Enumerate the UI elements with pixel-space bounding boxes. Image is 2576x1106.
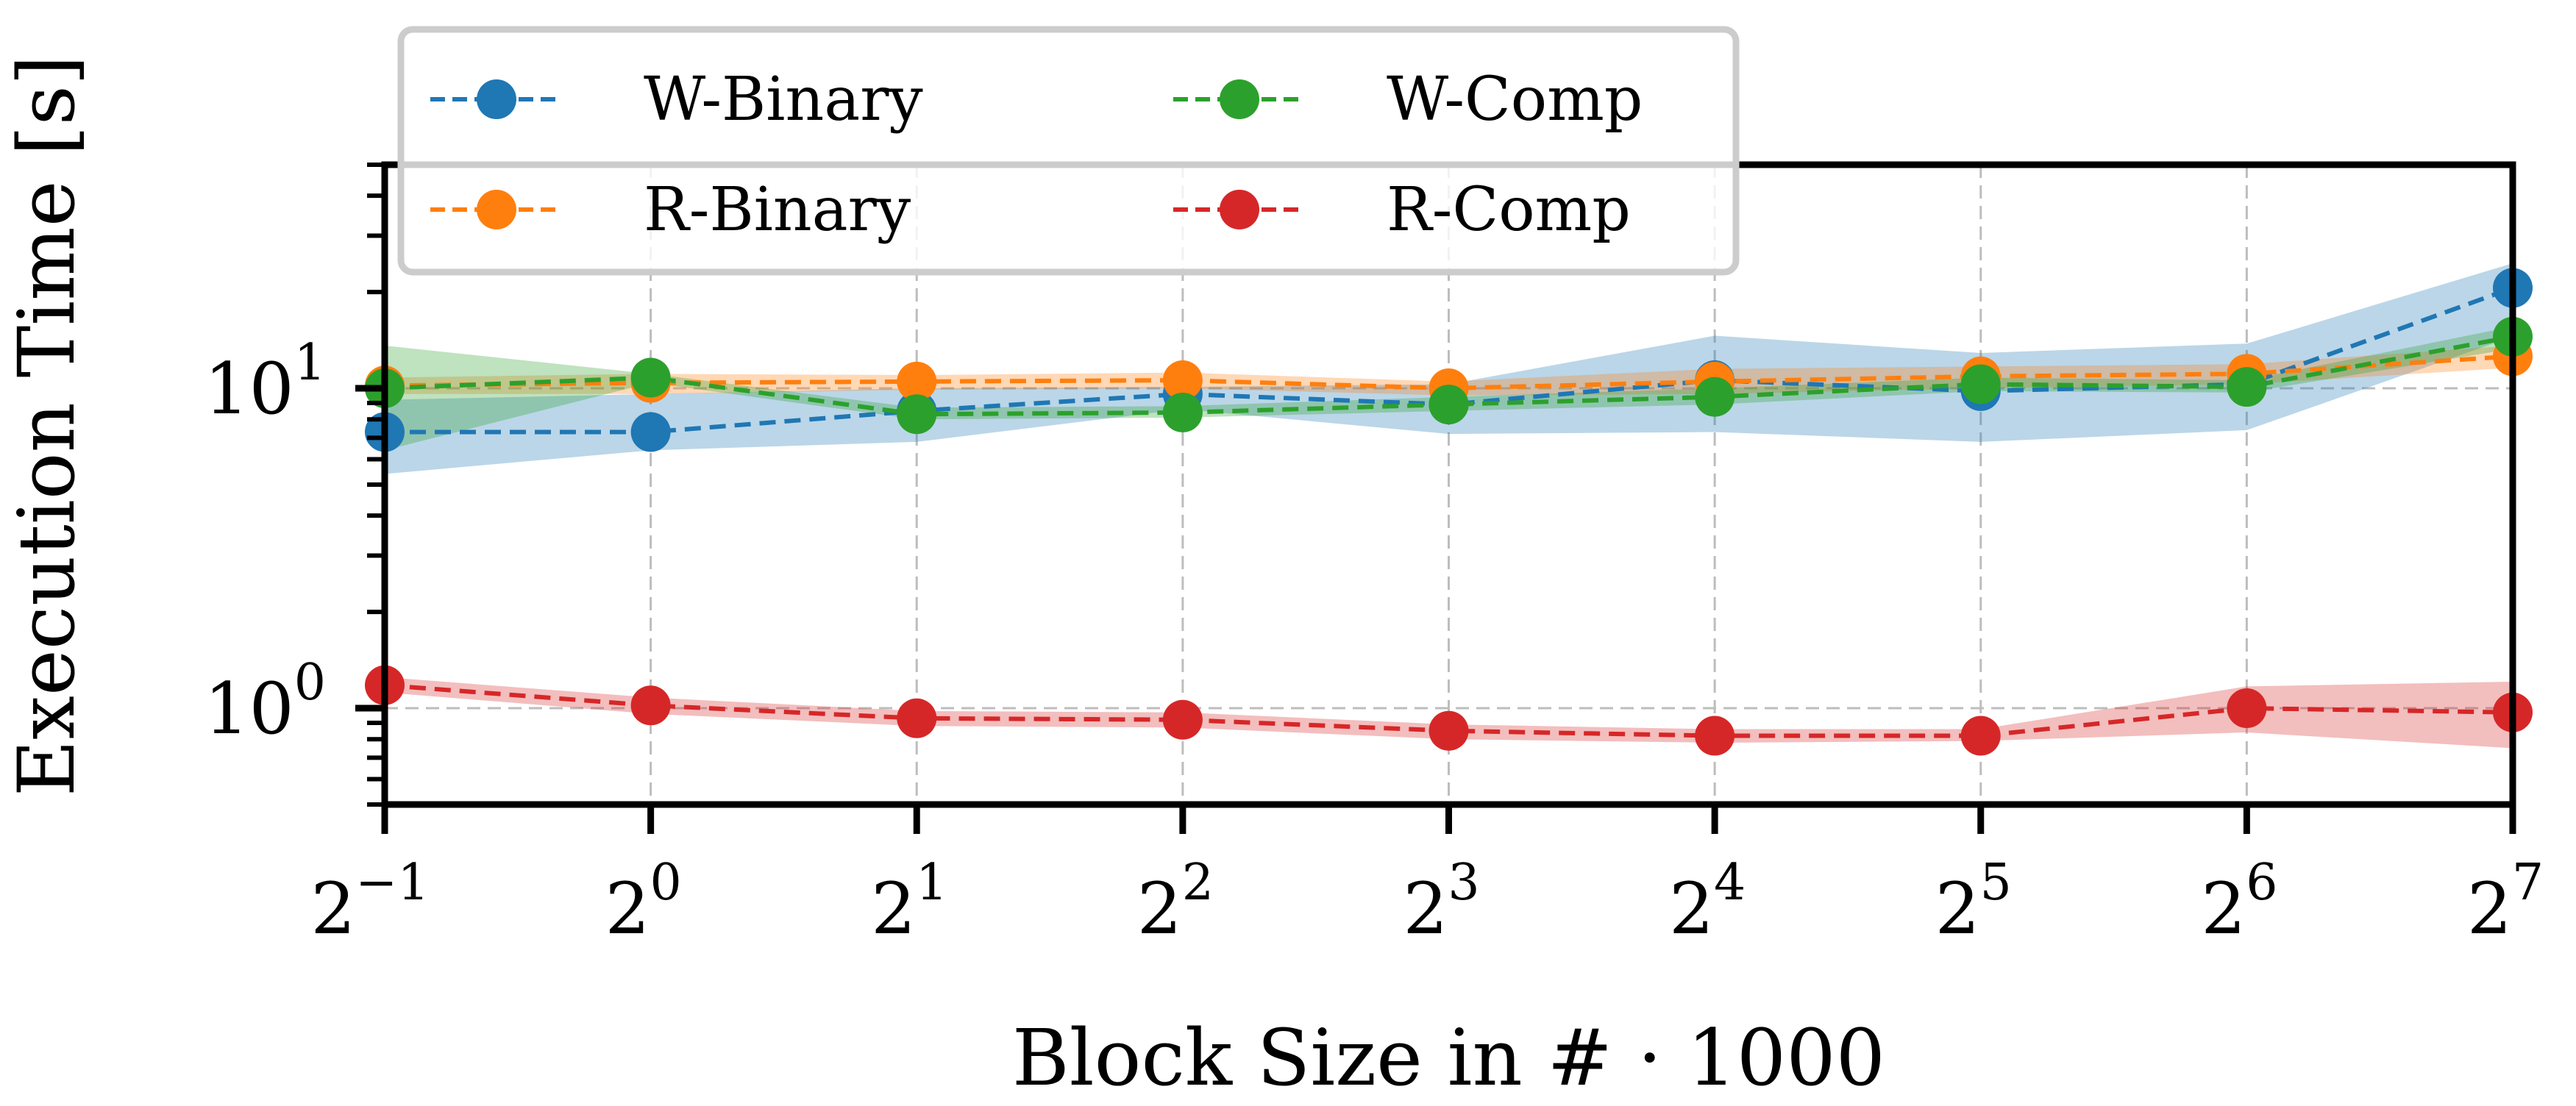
- marker-w-comp: [1695, 377, 1735, 417]
- legend-marker-icon: [477, 190, 516, 229]
- legend: W-Binary R-Binary W-Comp R-Comp: [397, 26, 1740, 276]
- legend-marker-icon: [477, 79, 516, 119]
- y-tick-label: 100: [204, 654, 326, 750]
- legend-marker-icon: [1220, 79, 1259, 119]
- marker-r-comp: [630, 685, 671, 726]
- legend-item-w-binary: W-Binary: [430, 65, 923, 135]
- y-axis-label: Execution Time [s]: [1, 55, 92, 796]
- marker-r-comp: [1428, 710, 1469, 751]
- x-tick-label: 2−1: [310, 854, 429, 950]
- line-w-comp: [384, 334, 2513, 417]
- y-tick-labels: 100 101: [204, 334, 326, 750]
- marker-w-comp: [2227, 367, 2267, 407]
- axis-ticks: [355, 163, 2516, 834]
- legend-label: R-Comp: [1387, 175, 1631, 245]
- x-tick-label: 20: [605, 854, 681, 950]
- legend-item-w-comp: W-Comp: [1173, 65, 1643, 135]
- marker-r-comp: [1695, 716, 1735, 756]
- marker-w-comp: [1960, 364, 2001, 404]
- x-tick-labels: 2−1 20 21 22 23 24 25 26 27: [310, 854, 2544, 950]
- marker-w-comp: [1162, 392, 1203, 432]
- x-tick-label: 21: [871, 854, 947, 950]
- marker-r-binary: [1162, 360, 1203, 401]
- marker-r-comp: [1162, 699, 1203, 740]
- x-axis-label: Block Size in # · 1000: [1012, 1013, 1885, 1103]
- marker-r-comp: [897, 698, 937, 738]
- marker-w-comp: [630, 357, 671, 398]
- marker-r-comp: [2227, 688, 2267, 729]
- x-tick-label: 27: [2467, 854, 2544, 950]
- legend-marker-icon: [1220, 190, 1259, 229]
- marker-w-binary: [630, 412, 671, 452]
- y-tick-label: 101: [204, 334, 326, 430]
- x-tick-label: 25: [1935, 854, 2012, 950]
- marker-w-comp: [1428, 385, 1469, 425]
- legend-label: W-Comp: [1387, 65, 1643, 135]
- marker-r-binary: [897, 361, 937, 402]
- marker-w-comp: [897, 394, 937, 435]
- x-tick-label: 23: [1403, 854, 1479, 950]
- legend-item-r-binary: R-Binary: [430, 175, 911, 245]
- x-tick-label: 24: [1669, 854, 1746, 950]
- legend-label: W-Binary: [644, 65, 923, 135]
- x-tick-label: 26: [2201, 854, 2277, 950]
- legend-label: R-Binary: [644, 175, 911, 245]
- legend-item-r-comp: R-Comp: [1173, 175, 1631, 245]
- legend-items: W-Binary R-Binary W-Comp R-Comp: [430, 65, 1643, 245]
- legend-box: [397, 26, 1740, 276]
- x-tick-label: 22: [1137, 854, 1214, 950]
- marker-r-comp: [1960, 716, 2001, 756]
